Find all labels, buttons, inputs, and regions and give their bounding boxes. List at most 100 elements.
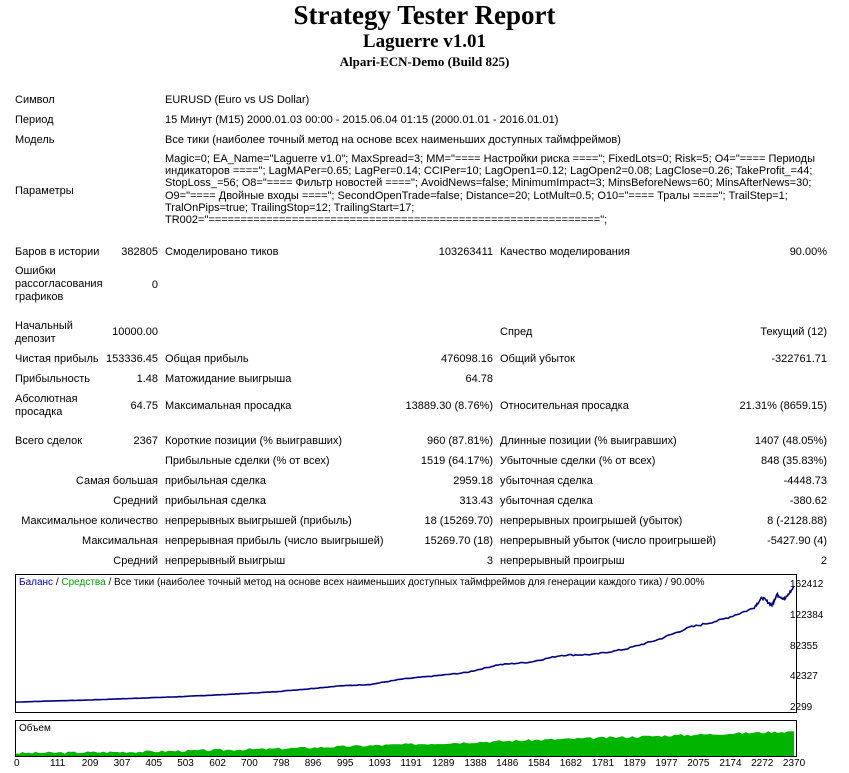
- average-label: Средний: [113, 495, 158, 507]
- ea-name: Laguerre v1.01: [362, 31, 487, 52]
- legend-separator: /: [53, 577, 62, 588]
- avg-cons-losses-value: 2: [820, 555, 827, 567]
- ticks-value: 103263411: [438, 246, 493, 258]
- expected-payoff-label: Матожидание выигрыша: [165, 373, 292, 385]
- server-build: Alpari-ECN-Demo (Build 825): [339, 54, 510, 69]
- loss-trades-value: 848 (35.83%): [760, 455, 827, 467]
- legend-balance: Баланс: [19, 577, 54, 588]
- loss-trades-label: Убыточные сделки (% от всех): [500, 455, 656, 467]
- x-tick-label: 2272: [751, 758, 774, 769]
- gross-profit-value: 476098.16: [441, 353, 493, 365]
- spread-label: Спред: [500, 326, 533, 338]
- params-value: Magic=0; EA_Name="Laguerre v1.0"; MaxSpr…: [165, 153, 815, 227]
- bars-label: Баров в истории: [15, 246, 100, 258]
- max-dd-label: Максимальная просадка: [165, 400, 292, 412]
- period-label: Период: [15, 114, 54, 126]
- params-label: Параметры: [15, 185, 74, 197]
- max-cons-profit-value: 15269.70 (18): [424, 535, 494, 547]
- x-tick-label: 2075: [687, 758, 710, 769]
- x-tick-label: 0: [14, 758, 20, 769]
- max-cons-profit-label: непрерывная прибыль (число выигрышей): [165, 535, 384, 547]
- x-tick-label: 307: [113, 758, 131, 769]
- x-tick-label: 602: [209, 758, 226, 769]
- largest-label: Самая большая: [75, 475, 158, 487]
- max-dd-value: 13889.30 (8.76%): [405, 400, 493, 412]
- max-cons-wins-label: непрерывных выигрышей (прибыль): [165, 515, 352, 527]
- model-label: Модель: [15, 134, 55, 146]
- max-cons-losses-label: непрерывных проигрышей (убыток): [500, 515, 683, 527]
- largest-loss-value: -4448.73: [783, 475, 827, 487]
- model-value: Все тики (наиболее точный метод на основ…: [165, 134, 621, 146]
- short-positions-value: 960 (87.81%): [426, 435, 493, 447]
- y-tick-label: 82355: [790, 640, 818, 652]
- deposit-label: Начальный депозит: [15, 320, 73, 345]
- x-tick-label: 209: [81, 758, 99, 769]
- x-tick-label: 798: [272, 758, 290, 769]
- total-trades-value: 2367: [133, 435, 158, 447]
- y-tick-label: 122384: [790, 609, 824, 621]
- x-tick-label: 1093: [368, 758, 391, 769]
- x-tick-label: 1191: [400, 758, 422, 769]
- x-tick-label: 1682: [559, 758, 582, 769]
- balance-series-line: [16, 585, 795, 703]
- abs-dd-value: 64.75: [130, 400, 158, 412]
- avg-loss-label: убыточная сделка: [500, 495, 593, 507]
- rel-dd-label: Относительная просадка: [500, 400, 629, 412]
- x-tick-label: 1584: [527, 758, 551, 769]
- x-tick-label: 405: [145, 758, 163, 769]
- x-tick-label: 1977: [655, 758, 678, 769]
- profit-factor-label: Прибыльность: [15, 373, 90, 385]
- max-cons-wins-value: 18 (15269.70): [424, 515, 494, 527]
- largest-loss-label: убыточная сделка: [500, 475, 593, 487]
- chart-legend: Баланс / Средства / Все тики (наиболее т…: [19, 577, 705, 589]
- profit-trades-label: Прибыльные сделки (% от всех): [165, 455, 330, 467]
- net-profit-value: 153336.45: [106, 353, 158, 365]
- max-count-label: Максимальное количество: [21, 515, 158, 527]
- profit-trades-value: 1519 (64.17%): [420, 455, 493, 467]
- avg-loss-value: -380.62: [789, 495, 827, 507]
- avg-cons-losses-label: непрерывный проигрыш: [500, 555, 625, 567]
- y-tick-label: 162412: [790, 579, 824, 590]
- y-tick-label: 2299: [790, 702, 813, 713]
- avg-cons-label: Средний: [113, 555, 158, 567]
- profit-factor-value: 1.48: [136, 373, 158, 385]
- y-tick-label: 42327: [790, 671, 818, 683]
- symbol-value: EURUSD (Euro vs US Dollar): [165, 94, 310, 106]
- total-trades-label: Всего сделок: [15, 435, 83, 447]
- x-tick-label: 2370: [782, 758, 806, 769]
- volume-label: Объем: [19, 723, 51, 734]
- balance-chart-svg: [16, 585, 795, 703]
- gross-loss-label: Общий убыток: [500, 353, 575, 365]
- quality-value: 90.00%: [789, 246, 827, 258]
- x-tick-label: 111: [50, 758, 66, 769]
- maximal-label: Максимальная: [82, 535, 158, 547]
- quality-label: Качество моделирования: [500, 246, 630, 258]
- spread-value: Текущий (12): [760, 326, 827, 338]
- avg-cons-wins-label: непрерывный выигрыш: [165, 555, 286, 567]
- deposit-value: 10000.00: [112, 326, 158, 338]
- x-tick-label: 995: [336, 758, 354, 769]
- x-tick-label: 2174: [719, 758, 742, 769]
- x-tick-label: 1879: [623, 758, 646, 769]
- x-tick-label: 896: [304, 758, 322, 769]
- volume-area: [16, 731, 794, 756]
- volume-chart-svg: [16, 731, 794, 756]
- short-positions-label: Короткие позиции (% выигравших): [165, 435, 343, 447]
- legend-description: / Все тики (наиболее точный метод на осн…: [105, 577, 705, 588]
- rel-dd-value: 21.31% (8659.15): [739, 400, 827, 412]
- x-tick-label: 1486: [496, 758, 519, 769]
- symbol-label: Символ: [15, 94, 55, 106]
- x-tick-label: 700: [241, 758, 258, 769]
- legend-equity: Средства: [61, 577, 106, 588]
- max-cons-loss-label: непрерывный убыток (число проигрышей): [500, 535, 717, 547]
- avg-profit-label: прибыльная сделка: [165, 495, 267, 507]
- avg-profit-value: 313.43: [459, 495, 493, 507]
- largest-profit-value: 2959.18: [453, 475, 493, 487]
- largest-profit-label: прибыльная сделка: [165, 475, 267, 487]
- x-tick-label: 1289: [432, 758, 455, 769]
- abs-dd-label: Абсолютная просадка: [15, 393, 78, 418]
- bars-value: 382805: [121, 246, 158, 258]
- errors-label: Ошибки рассогласования графиков: [15, 265, 103, 303]
- avg-cons-wins-value: 3: [486, 555, 493, 567]
- gross-loss-value: -322761.71: [771, 353, 827, 365]
